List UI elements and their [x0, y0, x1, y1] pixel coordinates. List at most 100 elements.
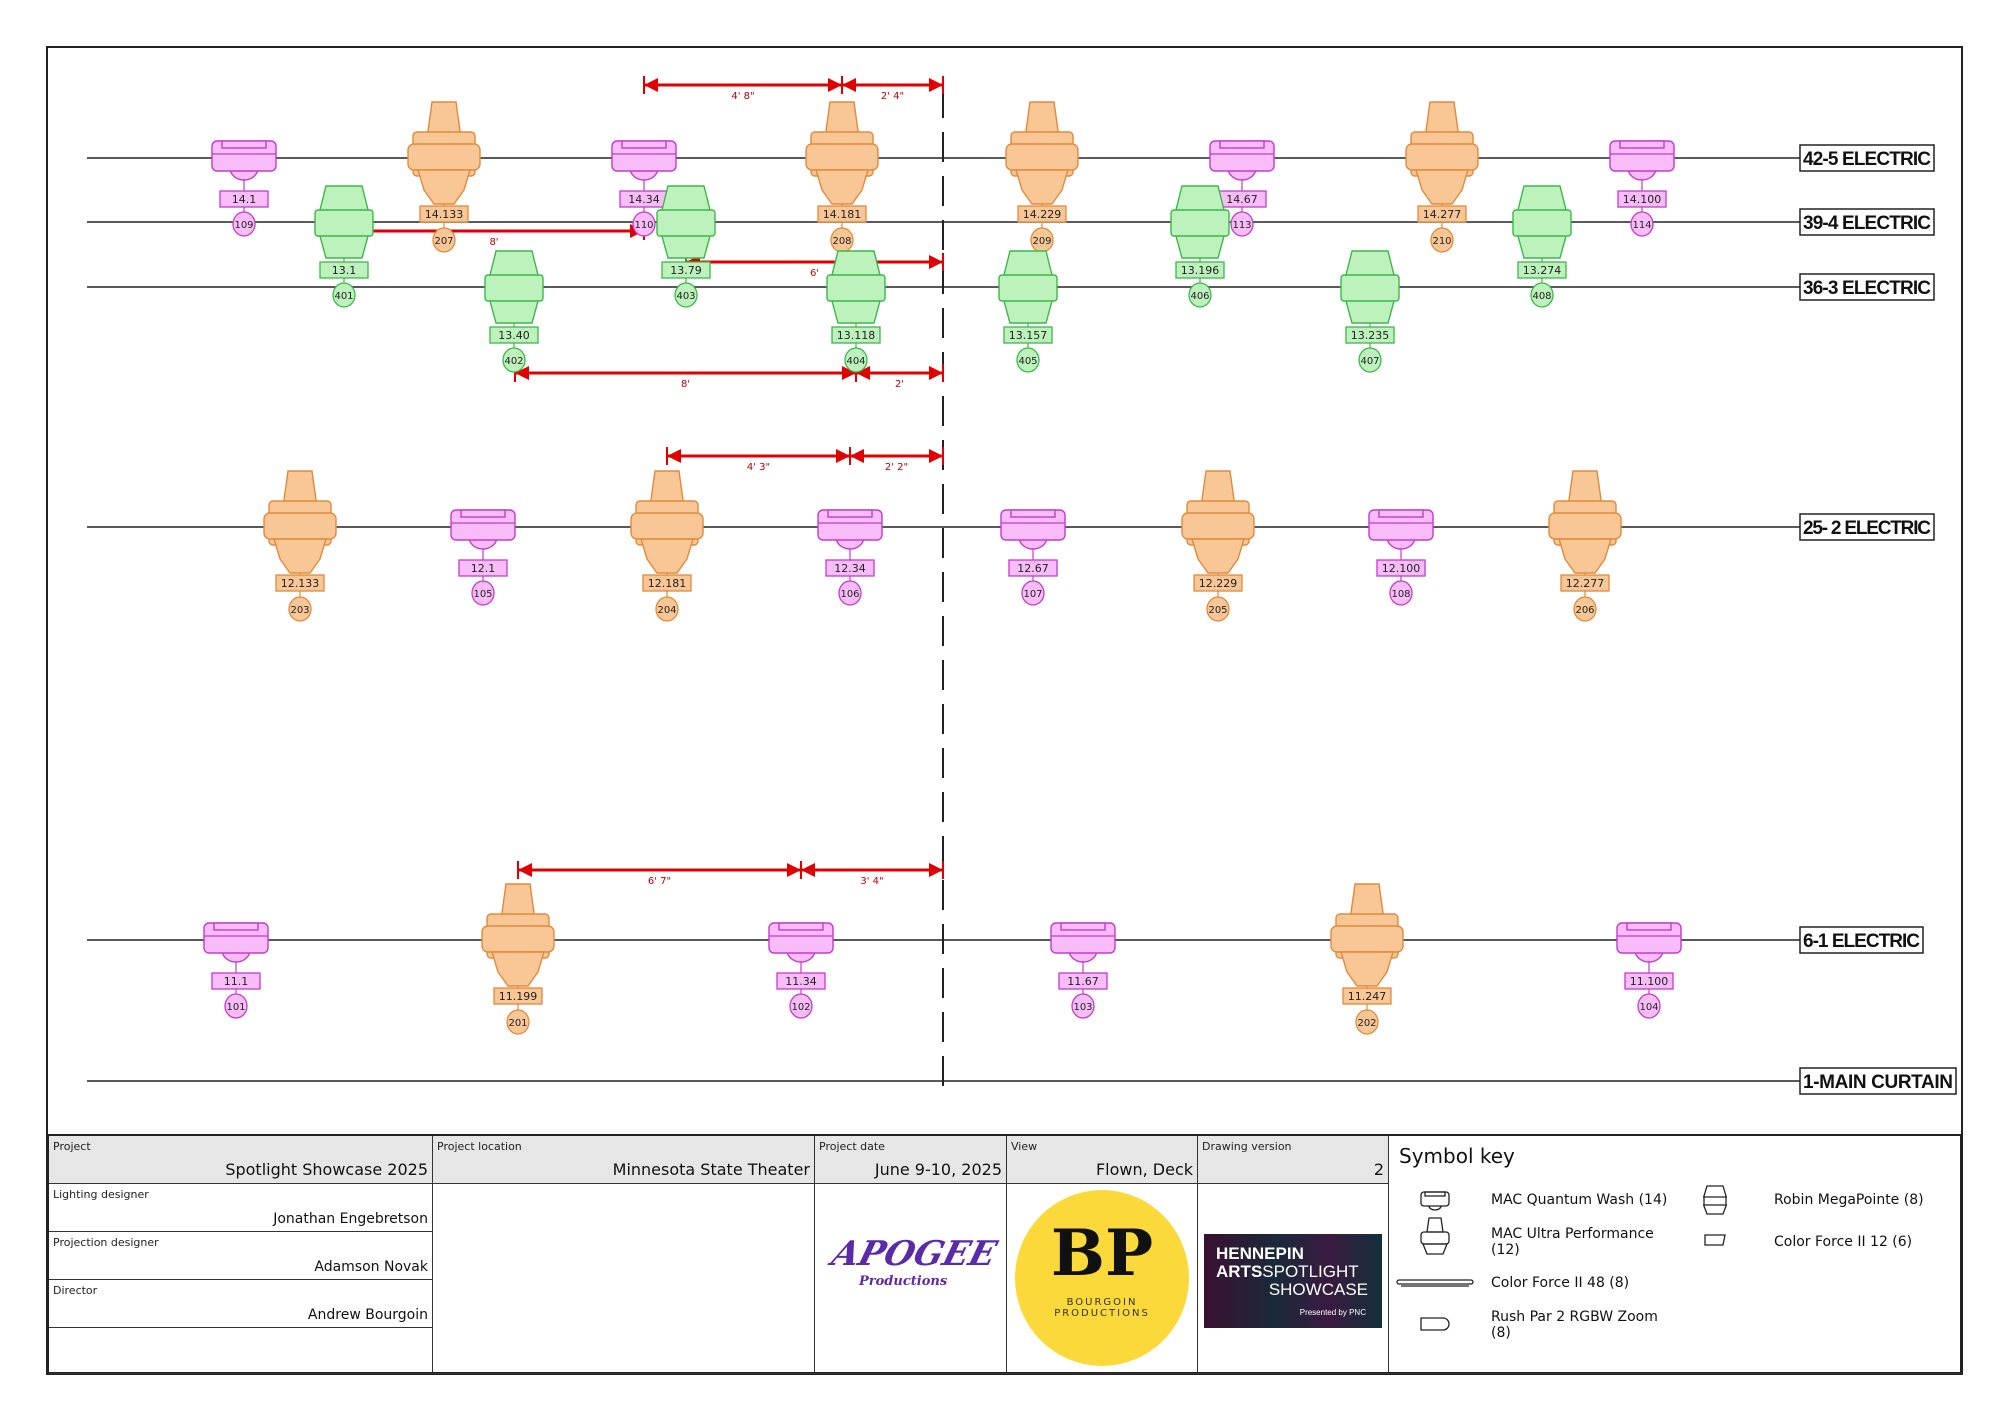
- fixture-up[interactable]: 12.181 204: [630, 470, 704, 622]
- fixture-top: [1060, 922, 1106, 931]
- symbol-key-title: Symbol key: [1399, 1144, 1515, 1168]
- hennepin-logo-cell: HENNEPIN ARTSSPOTLIGHT SHOWCASE Presente…: [1198, 1184, 1389, 1374]
- apogee-logo: APOGEE: [827, 1234, 1001, 1274]
- fixture-top: [213, 922, 259, 931]
- fixture-up[interactable]: 11.199 201: [481, 883, 555, 1035]
- fixture-wash[interactable]: 14.1 109: [211, 140, 277, 237]
- fixture-mp[interactable]: 13.118 404: [826, 250, 886, 373]
- dmx-address: 108: [1391, 589, 1410, 600]
- fixture-mp[interactable]: 13.79 403: [656, 185, 716, 308]
- fixture-base: [1015, 169, 1069, 205]
- fixture-wash[interactable]: 11.34 102: [768, 922, 834, 1019]
- projection-value: Adamson Novak: [314, 1259, 428, 1275]
- channel-box: [817, 205, 867, 223]
- project-value: Spotlight Showcase 2025: [225, 1160, 428, 1179]
- date-caption: Project date: [819, 1140, 885, 1153]
- channel-box: [1193, 574, 1243, 592]
- location-caption: Project location: [437, 1140, 522, 1153]
- hen-line3: SHOWCASE: [1268, 1280, 1368, 1299]
- fixture-wash[interactable]: 14.67 113: [1209, 140, 1275, 237]
- dimension: 2' 2": [849, 447, 944, 473]
- dimension-label: 4' 8": [731, 91, 754, 102]
- fixture-wash[interactable]: 11.1 101: [203, 922, 269, 1019]
- pipe-label-box: [1799, 144, 1935, 172]
- dimension-label: 4' 3": [747, 462, 770, 473]
- dimension: 3' 4": [800, 861, 944, 887]
- key-rush-par: Rush Par 2 RGBW Zoom (8): [1491, 1309, 1658, 1341]
- fixture-up[interactable]: 14.133 207: [407, 101, 481, 253]
- arrowhead: [856, 366, 870, 380]
- pipe-label-box: [1799, 513, 1935, 541]
- fixture-up[interactable]: 12.277 206: [1548, 470, 1622, 622]
- bp-logo-letters: BP: [1050, 1216, 1154, 1291]
- fixture-up[interactable]: 14.181 208: [805, 101, 879, 253]
- address-circle: [1358, 347, 1382, 373]
- dmx-address: 106: [840, 589, 859, 600]
- lighting-cell: Lighting designer Jonathan Engebretson: [49, 1184, 433, 1232]
- version-value: 2: [1373, 1160, 1384, 1179]
- fixture-mp[interactable]: 13.274 408: [1512, 185, 1572, 308]
- fixture-mp[interactable]: 13.157 405: [998, 250, 1058, 373]
- dmx-address: 406: [1190, 291, 1209, 302]
- dmx-address: 105: [473, 589, 492, 600]
- fixture-base: [815, 169, 869, 205]
- fixture-base: [417, 169, 471, 205]
- arrowhead: [836, 449, 850, 463]
- fixture-wash[interactable]: 11.100 104: [1616, 922, 1682, 1019]
- channel-box: [661, 261, 711, 279]
- date-cell: Project date June 9-10, 2025: [815, 1136, 1007, 1184]
- fixture-band: [484, 274, 544, 302]
- address-circle: [1230, 211, 1254, 237]
- fixture-up[interactable]: 14.229 209: [1005, 101, 1079, 253]
- hen-line4: Presented by PNC: [1299, 1308, 1366, 1317]
- fixture-band: [1512, 209, 1572, 237]
- address-circle: [655, 596, 679, 622]
- channel-number: 12.67: [1017, 562, 1049, 575]
- dmx-address: 405: [1018, 356, 1037, 367]
- address-circle: [332, 282, 356, 308]
- channel-box: [831, 326, 881, 344]
- address-circle: [632, 211, 656, 237]
- fixture-wash[interactable]: 12.100 108: [1368, 509, 1434, 606]
- fixture-base: [1191, 538, 1245, 574]
- address-circle: [844, 347, 868, 373]
- dmx-address: 104: [1639, 1002, 1658, 1013]
- fixture-mp[interactable]: 13.196 406: [1170, 185, 1230, 308]
- channel-box: [1008, 559, 1058, 577]
- arrowhead: [787, 863, 801, 877]
- pipe-label: 25- 2 ELECTRIC: [1803, 518, 1931, 539]
- fixture-up[interactable]: 12.229 205: [1181, 470, 1255, 622]
- fixture-mp[interactable]: 13.235 407: [1340, 250, 1400, 373]
- fixture-wash[interactable]: 14.34 110: [611, 140, 677, 237]
- date-value: June 9-10, 2025: [874, 1160, 1002, 1179]
- fixture-wash[interactable]: 12.67 107: [1000, 509, 1066, 606]
- address-circle: [1573, 596, 1597, 622]
- fixture-mp[interactable]: 13.1 401: [314, 185, 374, 308]
- channel-number: 13.40: [498, 329, 530, 342]
- dimension: 4' 8": [643, 76, 843, 102]
- fixture-wash[interactable]: 12.1 105: [450, 509, 516, 606]
- rush-par-icon: [1420, 1317, 1450, 1331]
- megapointe-icon: [1703, 1185, 1727, 1215]
- fixture-up[interactable]: 12.133 203: [263, 470, 337, 622]
- fixture-wash[interactable]: 11.67 103: [1050, 922, 1116, 1019]
- key-megapointe: Robin MegaPointe (8): [1774, 1192, 1924, 1208]
- fixture-up[interactable]: 11.247 202: [1330, 883, 1404, 1035]
- dimension-label: 2' 2": [885, 462, 908, 473]
- location-body: [433, 1184, 815, 1374]
- fixture-wash[interactable]: 12.34 106: [817, 509, 883, 606]
- fixture-mp[interactable]: 13.40 402: [484, 250, 544, 373]
- symbol-key-icons: [1396, 1185, 1727, 1331]
- channel-box: [1517, 261, 1567, 279]
- bp-logo-sub2: PRODUCTIONS: [1054, 1308, 1150, 1319]
- arrowhead: [828, 78, 842, 92]
- fixture-wash[interactable]: 14.100 114: [1609, 140, 1675, 237]
- dimension-label: 6' 7": [648, 876, 671, 887]
- channel-box: [776, 972, 826, 990]
- channel-number: 13.274: [1523, 264, 1562, 277]
- channel-number: 11.100: [1630, 975, 1669, 988]
- channel-number: 13.79: [670, 264, 702, 277]
- fixture-band: [481, 925, 555, 953]
- fixture-up[interactable]: 14.277 210: [1405, 101, 1479, 253]
